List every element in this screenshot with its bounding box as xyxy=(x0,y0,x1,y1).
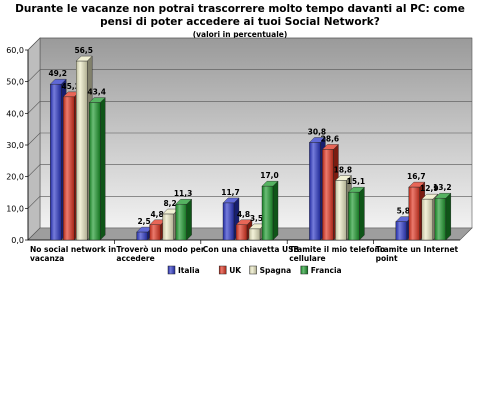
y-tick-label: 60,0 xyxy=(6,46,24,55)
bar-francia-0 xyxy=(88,97,106,241)
category-label: Troverò un modo per xyxy=(116,245,204,254)
legend-swatch xyxy=(218,265,227,275)
bar-front xyxy=(261,185,274,241)
bar-francia-2 xyxy=(261,180,279,241)
bar-front xyxy=(235,224,248,241)
chart-subtitle: (valori in percentuale) xyxy=(192,30,288,39)
bar-francia-1 xyxy=(175,198,193,241)
category-label: Tramite il mio telefono xyxy=(289,245,385,254)
data-label: 4,8 xyxy=(237,210,250,219)
bar-front xyxy=(149,224,161,241)
data-label: 17,0 xyxy=(260,171,279,180)
y-tick-label: 10,0 xyxy=(6,204,24,213)
data-label: 4,8 xyxy=(150,210,163,219)
bar-front xyxy=(335,180,347,241)
data-label: 5,8 xyxy=(397,207,410,216)
legend-item-francia: Francia xyxy=(300,265,342,275)
data-label: 8,2 xyxy=(163,199,176,208)
legend-swatch xyxy=(249,265,257,275)
bar-side xyxy=(186,198,192,241)
bar-front xyxy=(75,60,88,241)
gridline xyxy=(27,69,472,82)
bar-front xyxy=(136,231,148,241)
data-label: 16,7 xyxy=(407,172,426,181)
bar-front xyxy=(309,142,321,241)
bar-side xyxy=(445,192,451,241)
y-tick-label: 30,0 xyxy=(6,141,24,150)
bar-front xyxy=(395,221,407,241)
bar-front xyxy=(50,83,62,241)
category-label: point xyxy=(376,254,398,263)
gridline xyxy=(27,132,472,146)
legend-label: UK xyxy=(229,266,242,275)
data-label: 11,7 xyxy=(221,188,240,197)
bar-francia-3 xyxy=(347,186,365,241)
data-label: 18,8 xyxy=(334,165,353,174)
data-label: 11,3 xyxy=(174,189,193,198)
bar-front xyxy=(248,228,261,241)
legend-swatch xyxy=(300,265,309,275)
bar-side xyxy=(272,180,279,241)
chart-title: Durante le vacanze non potrai trascorrer… xyxy=(15,3,465,28)
legend-item-uk: UK xyxy=(218,265,242,275)
legend-label: Spagna xyxy=(260,266,292,275)
data-label: 56,5 xyxy=(74,46,93,55)
category-label: cellulare xyxy=(289,254,325,263)
data-label: 49,2 xyxy=(48,69,67,78)
bar-francia-4 xyxy=(434,192,452,241)
bar-front xyxy=(434,197,446,241)
bar-front xyxy=(175,204,187,241)
category-label: No social network in xyxy=(30,245,116,254)
category-label: Con una chiavetta USB xyxy=(203,245,300,254)
category-label: Tramite un Internet xyxy=(376,245,459,254)
legend-label: Italia xyxy=(178,266,200,275)
bar-front xyxy=(408,186,420,241)
y-tick-label: 40,0 xyxy=(6,109,24,118)
gridline xyxy=(27,37,472,51)
bar-side xyxy=(99,97,106,241)
y-tick-label: 50,0 xyxy=(6,78,24,87)
bar-front xyxy=(222,202,235,241)
bar-front xyxy=(348,191,360,241)
gridline xyxy=(27,101,472,114)
bar-front xyxy=(88,102,101,241)
data-label: 12,9 xyxy=(420,184,439,193)
bar-front xyxy=(421,198,433,241)
data-label: 2,5 xyxy=(137,217,150,226)
data-label: 45,2 xyxy=(61,82,80,91)
legend-item-spagna: Spagna xyxy=(249,265,292,275)
bar-side xyxy=(359,186,365,241)
data-label: 15,1 xyxy=(347,177,366,186)
bar-front xyxy=(63,96,75,241)
bar-front xyxy=(162,213,174,241)
y-tick-label: 0,0 xyxy=(11,236,24,245)
category-label: vacanza xyxy=(30,254,64,263)
category-label: accedere xyxy=(116,254,154,263)
legend-label: Francia xyxy=(311,266,342,275)
bar-front xyxy=(322,149,334,241)
data-label: 43,4 xyxy=(87,88,106,97)
data-label: 3,5 xyxy=(250,214,263,223)
legend-swatch xyxy=(167,265,176,275)
y-tick-label: 20,0 xyxy=(6,173,24,182)
legend-item-italia: Italia xyxy=(167,265,200,275)
data-label: 13,2 xyxy=(433,183,452,192)
data-label: 30,8 xyxy=(308,127,327,136)
data-label: 28,6 xyxy=(321,134,340,143)
